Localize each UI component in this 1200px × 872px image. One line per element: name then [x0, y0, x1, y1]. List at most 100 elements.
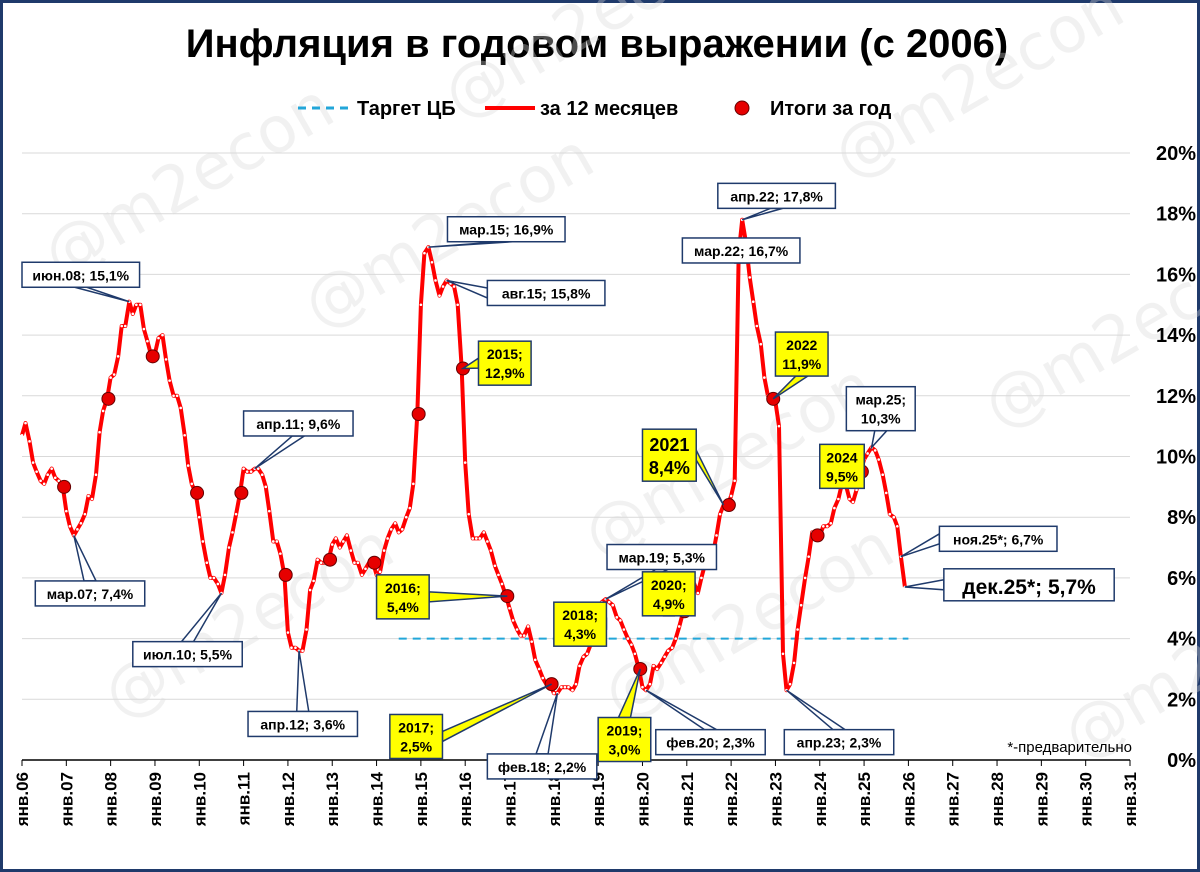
callout-text: 2016; — [385, 580, 421, 596]
callout-text: 2017; — [398, 719, 434, 735]
monthly-point — [611, 603, 615, 607]
footnote: *-предварительно — [1007, 739, 1132, 756]
x-tick-label: янв.28 — [988, 772, 1007, 827]
x-tick-label: янв.09 — [146, 772, 165, 827]
monthly-point — [186, 464, 190, 467]
legend-target-label: Таргет ЦБ — [357, 98, 456, 120]
monthly-point — [873, 449, 877, 452]
monthly-point — [486, 540, 489, 543]
callout-pointer — [254, 435, 307, 470]
x-tick-label: янв.19 — [589, 772, 608, 827]
monthly-point — [500, 582, 504, 586]
x-tick-label: янв.26 — [899, 772, 918, 827]
y-tick-label: 18% — [1156, 204, 1196, 226]
monthly-point — [378, 570, 382, 574]
monthly-point — [183, 433, 186, 437]
annotation-y2019: 2019; 3,0% — [597, 668, 652, 763]
y-tick-label: 10% — [1156, 447, 1196, 469]
callout-pointer — [786, 689, 848, 731]
annual-result-dot — [721, 498, 736, 513]
callout-text: 2015; — [487, 346, 523, 362]
y-tick-label: 16% — [1156, 264, 1196, 286]
monthly-point — [648, 682, 652, 686]
monthly-point — [463, 461, 467, 464]
monthly-point — [197, 515, 201, 519]
monthly-point — [65, 509, 68, 513]
annotation-y2024: 2024 9,5% — [819, 443, 865, 490]
y-tick-label: 12% — [1156, 386, 1196, 408]
annual-result-dot — [323, 552, 338, 567]
monthly-point — [619, 619, 622, 622]
monthly-point — [342, 540, 345, 543]
monthly-point — [28, 440, 31, 443]
monthly-point — [696, 591, 700, 595]
callout-pointer — [900, 532, 941, 558]
monthly-point — [142, 327, 146, 331]
annual-result-dot — [234, 485, 249, 500]
monthly-point — [522, 634, 526, 637]
monthly-point — [223, 573, 227, 577]
monthly-point — [799, 603, 803, 607]
monthly-point — [759, 342, 763, 346]
callout-box — [486, 753, 598, 780]
callout-box — [486, 279, 606, 307]
monthly-point — [655, 667, 659, 671]
x-tick-label: янв.30 — [1077, 772, 1096, 827]
monthly-point — [855, 488, 858, 492]
annotation-y2016: 2016; 5,4% — [375, 574, 508, 620]
callout-box — [783, 728, 895, 756]
annotation-apr11: апр.11; 9,6% — [242, 410, 354, 470]
annotation-feb20: фев.20; 2,3% — [645, 689, 766, 756]
x-tick-label: янв.18 — [545, 772, 564, 827]
x-tick-label: янв.29 — [1032, 772, 1051, 827]
callout-text: апр.22; 17,8% — [730, 188, 823, 204]
callout-text: ноя.25*; 6,7% — [953, 531, 1044, 547]
x-tick-label: янв.21 — [678, 772, 697, 827]
x-tick-label: янв.13 — [323, 772, 342, 827]
x-tick-label: янв.16 — [456, 772, 475, 827]
monthly-point — [397, 531, 401, 534]
annual-result-dot — [190, 485, 205, 500]
callout-pointer — [73, 535, 98, 582]
monthly-point — [109, 376, 112, 379]
monthly-point — [42, 482, 46, 486]
monthly-point — [430, 260, 434, 264]
y-tick-label: 4% — [1167, 629, 1196, 651]
monthly-point — [763, 376, 766, 379]
callout-box — [597, 716, 652, 763]
monthly-point — [482, 531, 486, 534]
legend-dot-swatch — [734, 100, 750, 116]
monthly-point — [659, 661, 663, 665]
x-tick-label: янв.17 — [501, 772, 520, 827]
callout-box — [242, 410, 354, 437]
annotation-mar15: мар.15; 16,9% — [428, 215, 566, 248]
monthly-point — [423, 251, 426, 255]
monthly-point — [94, 473, 98, 477]
monthly-point — [666, 649, 670, 653]
monthly-point — [563, 685, 567, 689]
annotation-jun08: июн.08; 15,1% — [21, 261, 141, 303]
monthly-point — [526, 625, 530, 628]
monthly-point — [571, 688, 574, 692]
x-tick-label: янв.24 — [811, 771, 830, 827]
monthly-point — [271, 540, 275, 543]
annual-result-dot — [810, 528, 825, 543]
monthly-point — [245, 470, 249, 473]
x-tick-label: янв.20 — [633, 772, 652, 827]
callout-text: 9,5% — [826, 468, 858, 484]
monthly-point — [157, 336, 160, 340]
monthly-point — [308, 588, 312, 592]
monthly-point — [888, 512, 892, 516]
monthly-point — [781, 652, 785, 656]
monthly-point — [175, 394, 179, 398]
x-tick-label: янв.27 — [944, 772, 963, 827]
monthly-point — [168, 379, 171, 382]
callout-pointer — [870, 429, 889, 450]
monthly-point — [404, 515, 408, 519]
monthly-point — [290, 646, 293, 650]
monthly-point — [46, 473, 50, 477]
callout-pointer — [428, 591, 508, 603]
monthly-point — [633, 652, 637, 656]
monthly-point — [530, 640, 533, 643]
monthly-point — [718, 512, 722, 516]
